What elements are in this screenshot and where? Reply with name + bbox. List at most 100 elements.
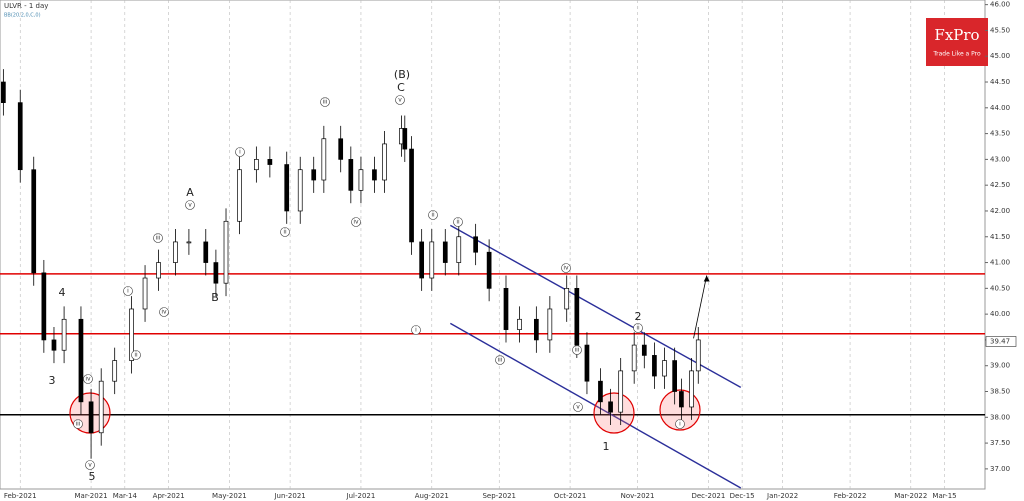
candle-body [503,287,509,330]
candle-body [486,251,492,289]
x-tick-label: Mar-14 [113,492,138,500]
candle-body [41,272,47,341]
y-tick-label: 37.50 [990,439,1010,447]
wave-label: 2 [635,310,642,323]
candle-body [186,241,192,244]
candle-body [473,236,478,253]
candle-body [51,339,57,351]
candle-body [321,138,327,181]
wave-circle [159,307,169,317]
x-tick-label: Nov-2021 [621,492,655,500]
candle-body [267,159,273,165]
logo-tagline: Trade Like a Pro [932,51,981,58]
wave-label: (B) [394,68,410,81]
candle-body [372,169,377,181]
wave-circle [131,350,141,360]
candle-body [442,241,448,263]
x-tick-label: Mar-15 [932,492,956,500]
wave-circle [280,227,290,237]
wave-circle [572,345,582,355]
candle-body [88,401,94,434]
indicator-label: BB(20,2,0,C,0) [4,13,41,19]
y-tick-label: 42.50 [990,181,1010,189]
minor-wave-label: ii [134,352,138,359]
y-tick-label: 44.50 [990,78,1010,86]
x-tick-label: Jul-2021 [346,492,376,500]
minor-wave-label: i [239,149,241,156]
x-tick-label: Feb-2021 [4,492,37,500]
candle-body [517,318,522,330]
y-tick-label: 43.50 [990,130,1010,138]
y-tick-label: 45.00 [990,52,1010,60]
minor-wave-label: iii [155,235,160,242]
minor-wave-label: i [127,288,129,295]
plot-frame [0,0,986,490]
wave-circle [411,325,421,335]
minor-wave-label: v [398,97,402,104]
candle-body [213,262,219,284]
candle-body [254,159,259,171]
channel-line [449,224,742,388]
candle-body [547,308,553,341]
candle-body [419,241,425,279]
candle-body [17,102,23,171]
minor-wave-label: i [679,421,681,428]
candle-body [78,318,84,403]
candle-body [112,360,118,382]
x-tick-label: Aug-2021 [415,492,449,500]
wave-circle [495,355,505,365]
candle-body [223,220,229,284]
y-tick-label: 43.00 [990,155,1010,163]
wave-label: 5 [89,470,96,483]
wave-circle [453,217,463,227]
x-tick-label: Dec-15 [730,492,755,500]
x-tick-label: Mar-2021 [75,492,108,500]
x-tick-label: Sep-2021 [482,492,516,500]
y-tick-label: 41.50 [990,233,1010,241]
candle-body [409,148,414,243]
x-tick-label: Dec-2021 [691,492,725,500]
candle-body [618,370,624,413]
candle-body [584,344,590,382]
candle-body [652,355,657,377]
wave-label: 4 [59,286,66,299]
candle-body [284,164,290,212]
wave-circle [73,419,83,429]
wave-circle [153,233,163,243]
candle-body [142,277,148,310]
candle-body [1,81,6,103]
minor-wave-label: iii [497,357,502,364]
x-tick-label: Jan-2022 [766,492,798,500]
wave-circle [395,95,405,105]
logo-brand: FxPro [934,26,979,44]
y-tick-label: 39.00 [990,362,1010,370]
y-tick-label: 44.00 [990,104,1010,112]
candle-body [237,169,242,222]
candle-body [382,143,387,181]
minor-wave-label: ii [283,229,287,236]
minor-wave-label: ii [431,212,435,219]
candle-body [173,241,178,263]
y-tick-label: 41.00 [990,259,1010,267]
candle-body [679,391,684,408]
candle-body [641,344,647,356]
minor-wave-label: iv [353,219,359,226]
minor-wave-label: v [188,202,192,209]
wave-label: C [397,81,405,94]
y-tick-label: 38.00 [990,413,1010,421]
candle-body [631,344,637,372]
candle-body [402,128,408,150]
wave-circle [235,147,245,157]
y-tick-label: 38.50 [990,388,1010,396]
candle-body [608,401,613,413]
wave-circle [351,217,361,227]
wave-circle [185,200,195,210]
logo-box [926,18,988,66]
y-tick-label: 42.00 [990,207,1010,215]
candle-body [129,308,134,361]
wave-circle [633,323,643,333]
candle-body [297,169,303,212]
highlight-circle [593,392,635,434]
